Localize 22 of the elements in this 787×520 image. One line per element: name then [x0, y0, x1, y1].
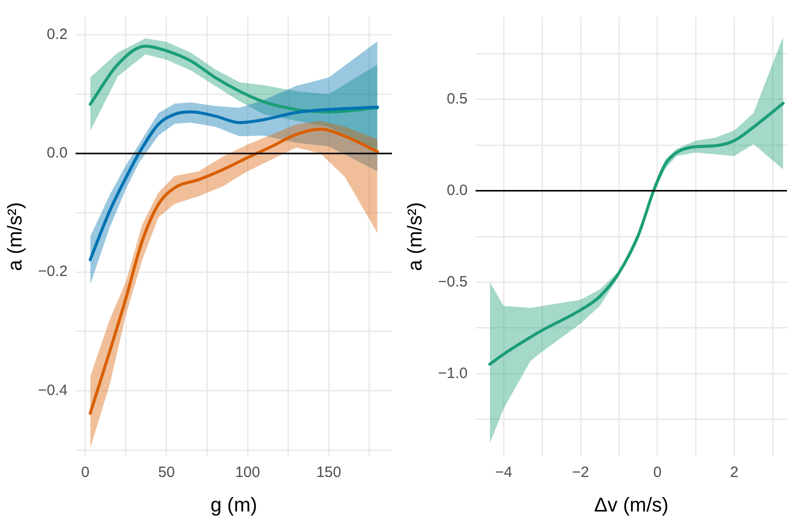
- line-series: [88, 106, 379, 262]
- y-tick-label: −0.4: [38, 382, 68, 399]
- y-tick-label: −1.0: [438, 364, 468, 382]
- y-tick-label: 0.2: [46, 26, 68, 43]
- x-tick-label: 0: [81, 464, 90, 482]
- x-tick-label: 2: [730, 464, 739, 482]
- x-axis-title: Δv (m/s): [594, 494, 669, 517]
- y-tick-label: −0.2: [38, 263, 68, 280]
- x-tick-label: −4: [495, 464, 512, 482]
- x-axis-title: g (m): [210, 494, 258, 517]
- y-tick-label: 0.0: [446, 182, 468, 199]
- y-tick-label: 0.0: [46, 144, 68, 162]
- y-tick-label: 0.5: [446, 90, 468, 108]
- y-axis-title: a (m/s²): [404, 202, 427, 271]
- x-tick-label: 0: [653, 464, 662, 482]
- x-tick-label: 50: [158, 464, 175, 482]
- x-tick-label: 100: [235, 464, 260, 482]
- x-tick-label: −2: [572, 464, 590, 482]
- y-tick-label: −0.5: [438, 273, 468, 290]
- y-axis-title: a (m/s²): [4, 202, 27, 271]
- x-tick-label: 150: [316, 464, 342, 482]
- line-series: [488, 102, 785, 366]
